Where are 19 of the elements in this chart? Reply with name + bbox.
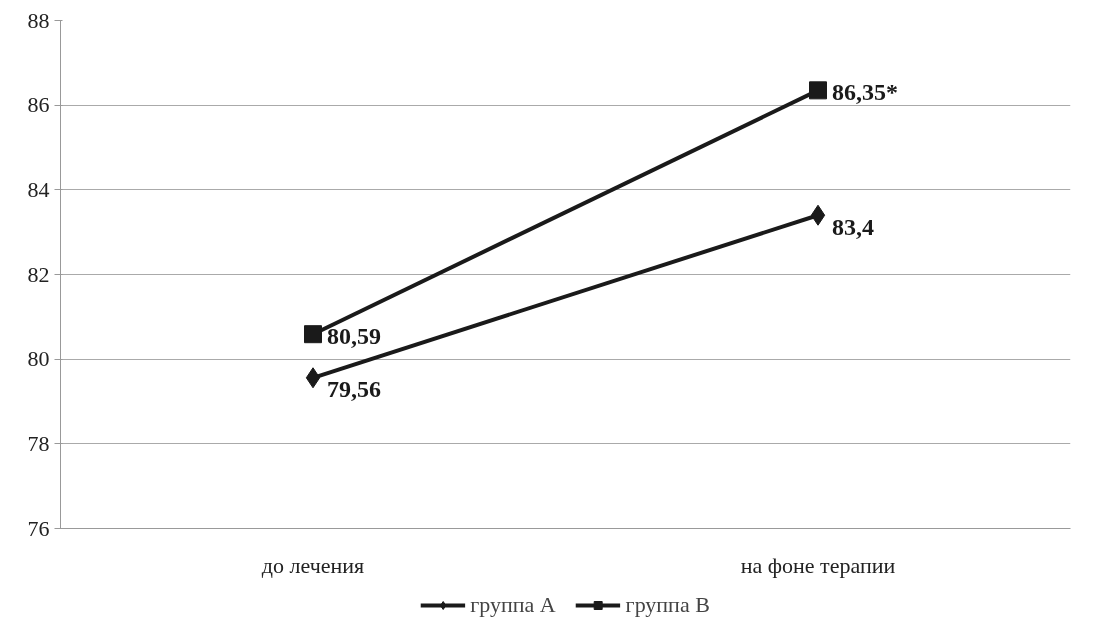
point: [305, 367, 321, 389]
x-tick-label: до лечения: [261, 552, 365, 578]
data-label: 79,56: [327, 376, 381, 403]
y-tick-label: 88: [27, 7, 50, 33]
point: [810, 204, 826, 226]
x-tick-label: на фоне терапии: [740, 552, 896, 578]
y-tick-label: 78: [27, 430, 50, 456]
legend-label: группа В: [625, 592, 710, 618]
data-label: 86,35*: [832, 79, 898, 106]
y-tick-label: 76: [27, 515, 50, 541]
data-label: 80,59: [327, 322, 381, 349]
point: [809, 81, 827, 100]
legend-label: группа А: [470, 592, 556, 618]
y-tick-label: 86: [27, 92, 50, 118]
point: [304, 325, 322, 344]
data-label: 83,4: [832, 213, 874, 240]
y-tick-label: 82: [27, 261, 50, 287]
y-tick-label: 84: [27, 176, 50, 202]
y-tick-label: 80: [27, 346, 50, 372]
